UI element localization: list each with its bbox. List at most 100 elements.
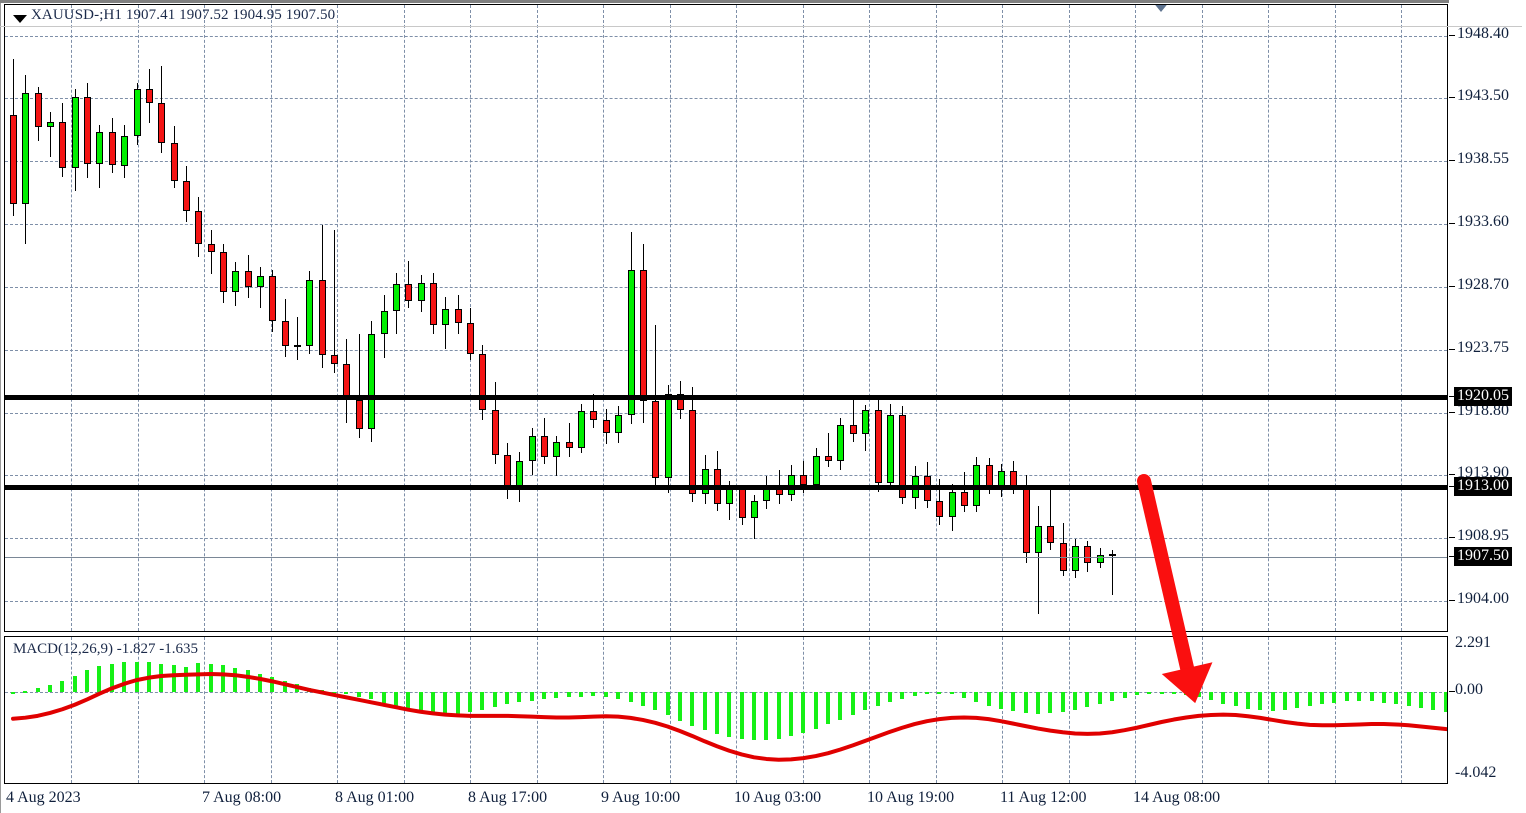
macd-histogram-bar <box>505 692 509 705</box>
candle-wick <box>297 317 299 361</box>
price-plot-area[interactable] <box>5 5 1447 631</box>
candlestick <box>615 415 623 433</box>
candlestick <box>528 435 536 462</box>
candlestick <box>84 96 92 165</box>
triangle-down-icon[interactable] <box>13 15 27 23</box>
price-scale-label-highlighted[interactable]: 1907.50 <box>1454 546 1512 566</box>
price-scale[interactable]: 1948.40 1943.50 1938.55 1933.60 1928.70 1923.… <box>1449 0 1526 813</box>
macd-histogram-bar <box>801 692 806 734</box>
macd-histogram-bar <box>739 692 744 739</box>
horizontal-level-line[interactable] <box>5 394 1447 400</box>
macd-plot-area[interactable] <box>5 637 1447 783</box>
price-scale-label[interactable]: 1948.40 <box>1457 24 1509 42</box>
price-scale-label[interactable]: 1933.60 <box>1457 213 1509 231</box>
candlestick <box>1035 525 1043 553</box>
macd-histogram-bar <box>999 692 1003 709</box>
candlestick <box>627 269 635 416</box>
candlestick <box>874 410 882 483</box>
macd-histogram-bar <box>690 692 695 726</box>
current-price-line[interactable] <box>5 556 1447 558</box>
macd-histogram-bar <box>517 692 522 703</box>
macd-histogram-bar <box>826 692 831 725</box>
vertical-gridline <box>1002 637 1003 783</box>
vertical-gridline <box>536 637 538 783</box>
macd-histogram-bar <box>1320 692 1325 705</box>
price-scale-label-highlighted[interactable]: 1920.05 <box>1454 386 1512 406</box>
candlestick <box>158 103 166 143</box>
time-axis-label: 11 Aug 12:00 <box>1000 789 1087 806</box>
candlestick <box>417 282 425 301</box>
candlestick <box>133 89 141 137</box>
vertical-gridline <box>71 637 72 783</box>
macd-histogram-bar <box>974 692 979 702</box>
candlestick <box>22 92 30 204</box>
macd-histogram-bar <box>937 692 942 695</box>
candlestick <box>306 280 314 347</box>
vertical-gridline <box>1401 5 1402 631</box>
macd-histogram-bar <box>1332 692 1337 703</box>
macd-histogram-bar <box>702 692 707 731</box>
scale-tick <box>1449 411 1455 413</box>
macd-scale-label[interactable]: 0.00 <box>1455 681 1483 699</box>
macd-histogram-bar <box>1406 692 1411 707</box>
candlestick <box>108 132 116 166</box>
candlestick <box>886 415 894 483</box>
candlestick <box>442 309 450 325</box>
price-scale-label[interactable]: 1908.95 <box>1457 527 1509 545</box>
vertical-gridline <box>1201 5 1203 631</box>
price-scale-label[interactable]: 1938.55 <box>1457 150 1509 168</box>
macd-histogram-bar <box>282 680 287 693</box>
macd-indicator-panel[interactable]: MACD(12,26,9) -1.827 -1.635 <box>4 636 1448 784</box>
candle-wick <box>260 267 261 309</box>
price-chart-panel[interactable]: XAUUSD-;H1 1907.41 1907.52 1904.95 1907.… <box>4 4 1448 632</box>
vertical-gridline <box>1068 637 1070 783</box>
candlestick <box>269 276 277 321</box>
candlestick <box>491 410 499 455</box>
candlestick <box>639 269 647 402</box>
candlestick <box>652 401 660 478</box>
crosshair-marker-icon[interactable] <box>1152 5 1170 12</box>
candlestick <box>602 420 610 433</box>
candlestick <box>145 89 153 104</box>
price-scale-label[interactable]: 1923.75 <box>1457 338 1509 356</box>
scale-tick <box>1449 395 1455 397</box>
candle-wick <box>1038 505 1040 614</box>
candlestick <box>170 142 178 181</box>
window-left-border <box>0 3 3 813</box>
macd-histogram-bar <box>1369 692 1374 702</box>
macd-histogram-bar <box>220 665 225 692</box>
macd-histogram-bar <box>1233 692 1238 707</box>
candlestick <box>207 244 215 253</box>
macd-histogram-bar <box>789 692 794 737</box>
macd-histogram-bar <box>1443 692 1447 713</box>
price-scale-label[interactable]: 1943.50 <box>1457 86 1509 104</box>
candlestick <box>294 345 302 348</box>
candle-wick <box>568 422 570 458</box>
price-scale-label[interactable]: 1904.00 <box>1457 590 1509 608</box>
macd-histogram-bar <box>233 667 238 693</box>
macd-histogram-bar <box>603 692 608 698</box>
candlestick <box>504 454 511 488</box>
candlestick <box>244 271 252 287</box>
candlestick <box>664 393 672 478</box>
macd-scale-label[interactable]: 2.291 <box>1455 634 1491 651</box>
horizontal-level-line[interactable] <box>5 484 1447 490</box>
candlestick <box>219 252 227 292</box>
macd-histogram-bar <box>1122 692 1127 698</box>
price-scale-label[interactable]: 1918.80 <box>1457 401 1509 419</box>
macd-histogram-bar <box>245 670 250 693</box>
macd-scale-label[interactable]: -4.042 <box>1455 764 1497 781</box>
time-axis-label: 10 Aug 19:00 <box>867 789 955 806</box>
macd-histogram-bar <box>838 692 843 720</box>
time-axis-label: 14 Aug 08:00 <box>1133 789 1221 806</box>
scale-tick <box>1449 348 1455 350</box>
price-scale-label-highlighted[interactable]: 1913.00 <box>1454 476 1512 496</box>
macd-histogram-bar <box>1357 692 1362 702</box>
time-axis: 4 Aug 2023 7 Aug 08:00 8 Aug 01:00 8 Aug 17… <box>4 786 1448 813</box>
price-scale-label[interactable]: 1928.70 <box>1457 275 1509 293</box>
candlestick <box>565 441 573 449</box>
macd-histogram-bar <box>529 692 534 701</box>
macd-histogram-bar <box>1011 692 1016 712</box>
candlestick <box>429 282 437 325</box>
